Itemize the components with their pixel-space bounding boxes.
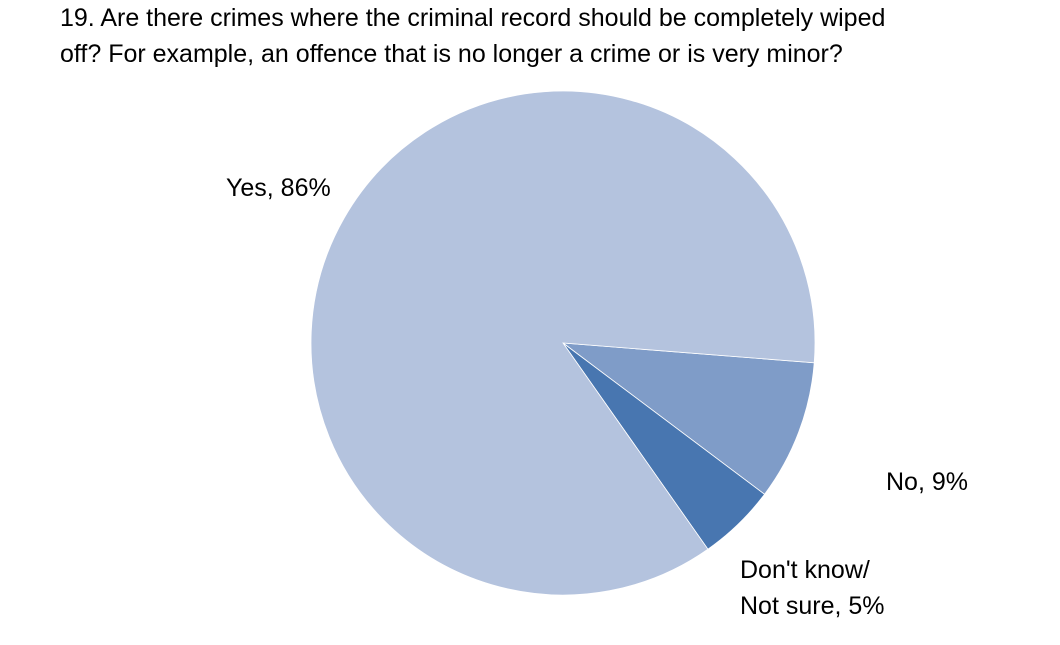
slice-label-no: No, 9% [886,468,968,496]
pie-slices [310,90,816,596]
slice-yes [310,90,816,596]
slice-no [561,342,815,495]
slice-label-yes: Yes, 86% [226,174,331,202]
chart-title: 19. Are there crimes where the criminal … [60,4,886,68]
slice-label-dont-know: Don't know/ Not sure, 5% [740,556,885,620]
